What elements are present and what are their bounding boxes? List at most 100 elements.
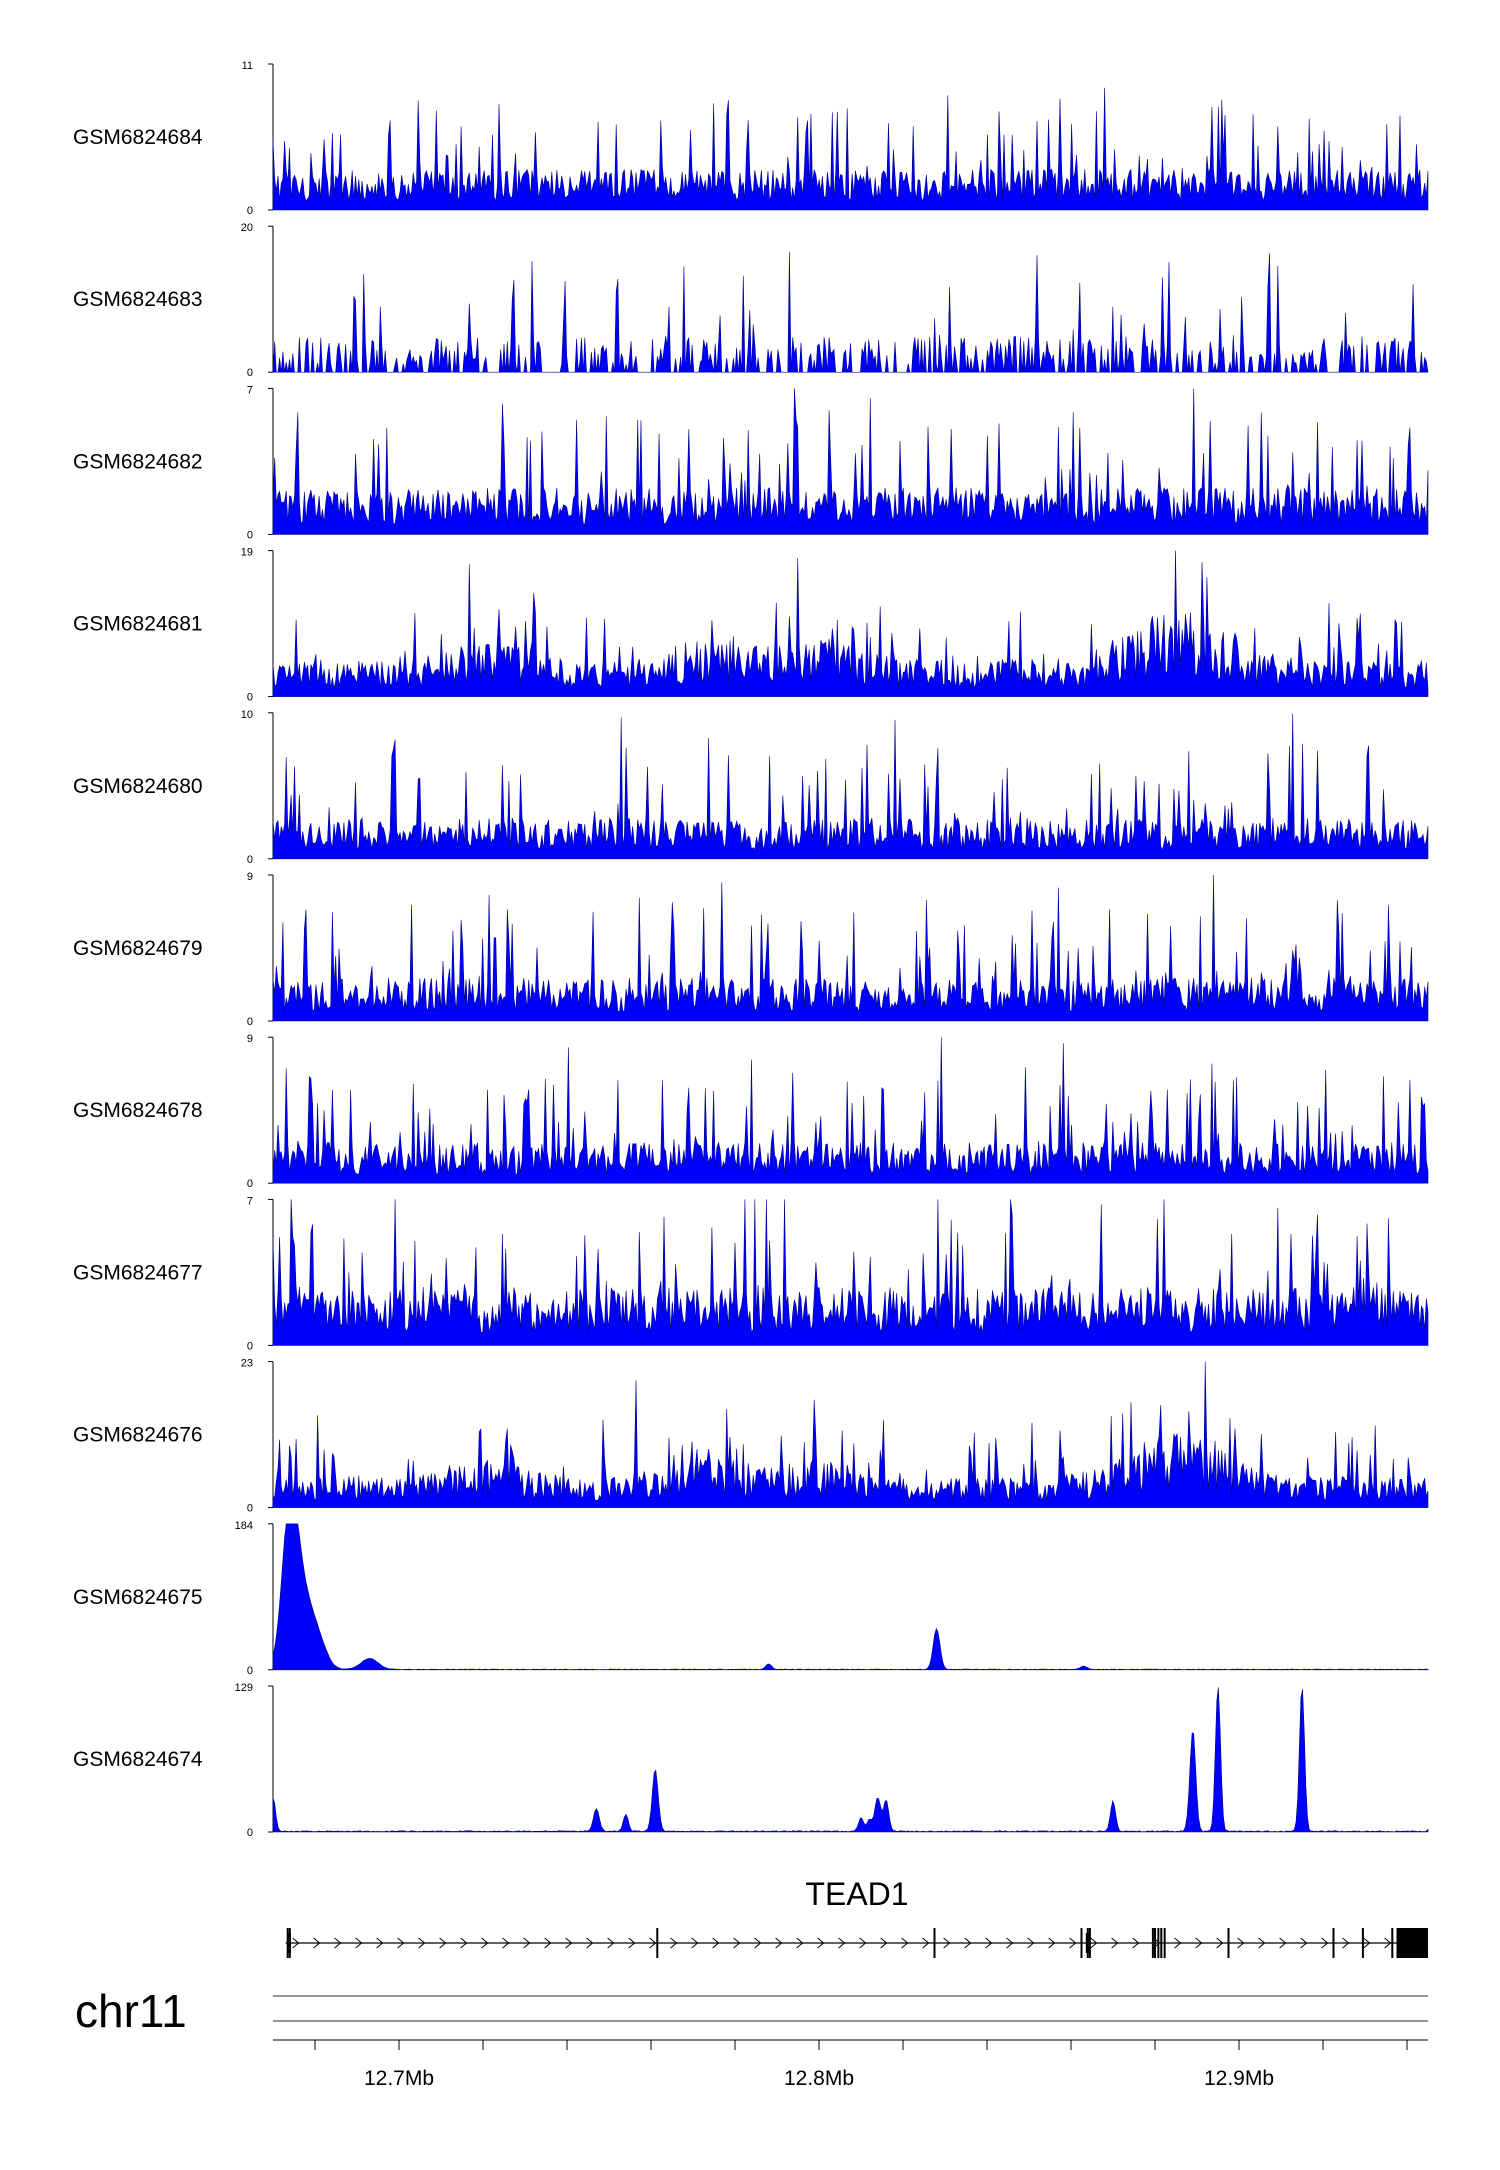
track-label: GSM6824682	[73, 450, 203, 473]
signal-area	[272, 713, 1429, 860]
strand-arrow	[1090, 1937, 1098, 1949]
strand-arrow	[1048, 1937, 1056, 1949]
track-GSM6824674: GSM6824674 129 0	[73, 1682, 1429, 1839]
y-min-label: 0	[247, 1665, 253, 1677]
strand-arrow	[334, 1937, 342, 1949]
strand-arrow	[397, 1937, 405, 1949]
y-min-label: 0	[247, 692, 253, 704]
strand-arrow	[922, 1937, 930, 1949]
x-tick-label: 12.9Mb	[1204, 2067, 1274, 2090]
strand-arrow	[355, 1937, 363, 1949]
y-max-label: 129	[235, 1682, 253, 1694]
y-min-label: 0	[247, 529, 253, 541]
strand-arrow	[691, 1937, 699, 1949]
strand-arrow	[754, 1937, 762, 1949]
strand-arrow	[943, 1937, 951, 1949]
signal-area	[272, 1199, 1429, 1346]
strand-arrow	[313, 1937, 321, 1949]
strand-arrow	[901, 1937, 909, 1949]
y-max-label: 19	[241, 547, 253, 559]
strand-arrow	[292, 1937, 300, 1949]
y-min-label: 0	[247, 1827, 253, 1839]
strand-arrow	[712, 1937, 720, 1949]
strand-arrow	[817, 1937, 825, 1949]
chromosome-label: chr11	[75, 1985, 187, 2037]
gene-model	[285, 1928, 1428, 1958]
strand-arrow	[649, 1937, 657, 1949]
track-label: GSM6824676	[73, 1424, 203, 1447]
track-label: GSM6824675	[73, 1586, 203, 1609]
track-label: GSM6824674	[73, 1748, 203, 1771]
track-GSM6824678: GSM6824678 9 0	[73, 1033, 1429, 1190]
strand-arrow	[376, 1937, 384, 1949]
y-max-label: 9	[247, 871, 253, 883]
y-min-label: 0	[247, 1178, 253, 1190]
chromosome-track: chr11	[75, 1985, 1428, 2037]
signal-area	[272, 1037, 1429, 1184]
signal-area	[272, 1361, 1429, 1508]
strand-arrow	[1321, 1937, 1329, 1949]
strand-arrow	[418, 1937, 426, 1949]
strand-arrow	[523, 1937, 531, 1949]
exon-utr	[1396, 1928, 1428, 1958]
track-label: GSM6824679	[73, 937, 203, 960]
strand-arrow	[796, 1937, 804, 1949]
strand-arrow	[1237, 1937, 1245, 1949]
y-min-label: 0	[247, 854, 253, 866]
track-GSM6824684: GSM6824684 11 0	[73, 60, 1429, 217]
track-label: GSM6824677	[73, 1261, 203, 1284]
signal-area	[272, 388, 1429, 535]
strand-arrow	[775, 1937, 783, 1949]
y-min-label: 0	[247, 367, 253, 379]
strand-arrow	[1174, 1937, 1182, 1949]
track-GSM6824683: GSM6824683 20 0	[73, 222, 1429, 379]
track-GSM6824680: GSM6824680 10 0	[73, 709, 1429, 866]
y-min-label: 0	[247, 1503, 253, 1515]
track-label: GSM6824680	[73, 775, 203, 798]
signal-area	[272, 550, 1429, 697]
track-label: GSM6824683	[73, 288, 203, 311]
signal-area	[272, 1523, 1429, 1671]
strand-arrow	[1195, 1937, 1203, 1949]
gene-track: TEAD1	[285, 1876, 1428, 1958]
y-max-label: 7	[247, 1195, 253, 1207]
strand-arrow	[481, 1937, 489, 1949]
y-max-label: 11	[242, 60, 253, 72]
strand-arrow	[964, 1937, 972, 1949]
strand-arrow	[880, 1937, 888, 1949]
track-GSM6824675: GSM6824675 184 0	[73, 1520, 1429, 1677]
strand-arrow	[544, 1937, 552, 1949]
strand-arrow	[565, 1937, 573, 1949]
strand-arrow	[733, 1937, 741, 1949]
strand-arrow	[1069, 1937, 1077, 1949]
strand-arrow	[1300, 1937, 1308, 1949]
track-label: GSM6824684	[73, 126, 203, 149]
signal-tracks: GSM6824684110GSM6824683200GSM682468270GS…	[73, 60, 1429, 1839]
strand-arrow	[1111, 1937, 1119, 1949]
y-max-label: 9	[247, 1033, 253, 1045]
y-max-label: 20	[241, 222, 253, 234]
x-tick-label: 12.7Mb	[364, 2067, 434, 2090]
strand-arrow	[1363, 1937, 1371, 1949]
track-GSM6824681: GSM6824681 19 0	[73, 547, 1429, 704]
track-GSM6824682: GSM6824682 7 0	[73, 384, 1429, 541]
signal-area	[272, 251, 1429, 373]
gene-label: TEAD1	[805, 1876, 908, 1912]
y-max-label: 7	[247, 384, 253, 396]
x-tick-label: 12.8Mb	[784, 2067, 854, 2090]
track-GSM6824677: GSM6824677 7 0	[73, 1195, 1429, 1352]
y-min-label: 0	[247, 1340, 253, 1352]
strand-arrow	[1216, 1937, 1224, 1949]
strand-arrow	[1027, 1937, 1035, 1949]
signal-area	[272, 874, 1429, 1022]
y-min-label: 0	[247, 205, 253, 217]
strand-arrow	[1279, 1937, 1287, 1949]
strand-arrow	[1384, 1937, 1392, 1949]
signal-area	[272, 87, 1429, 211]
y-min-label: 0	[247, 1016, 253, 1028]
track-GSM6824679: GSM6824679 9 0	[73, 871, 1429, 1028]
strand-arrow	[1006, 1937, 1014, 1949]
strand-arrow	[502, 1937, 510, 1949]
strand-arrow	[607, 1937, 615, 1949]
